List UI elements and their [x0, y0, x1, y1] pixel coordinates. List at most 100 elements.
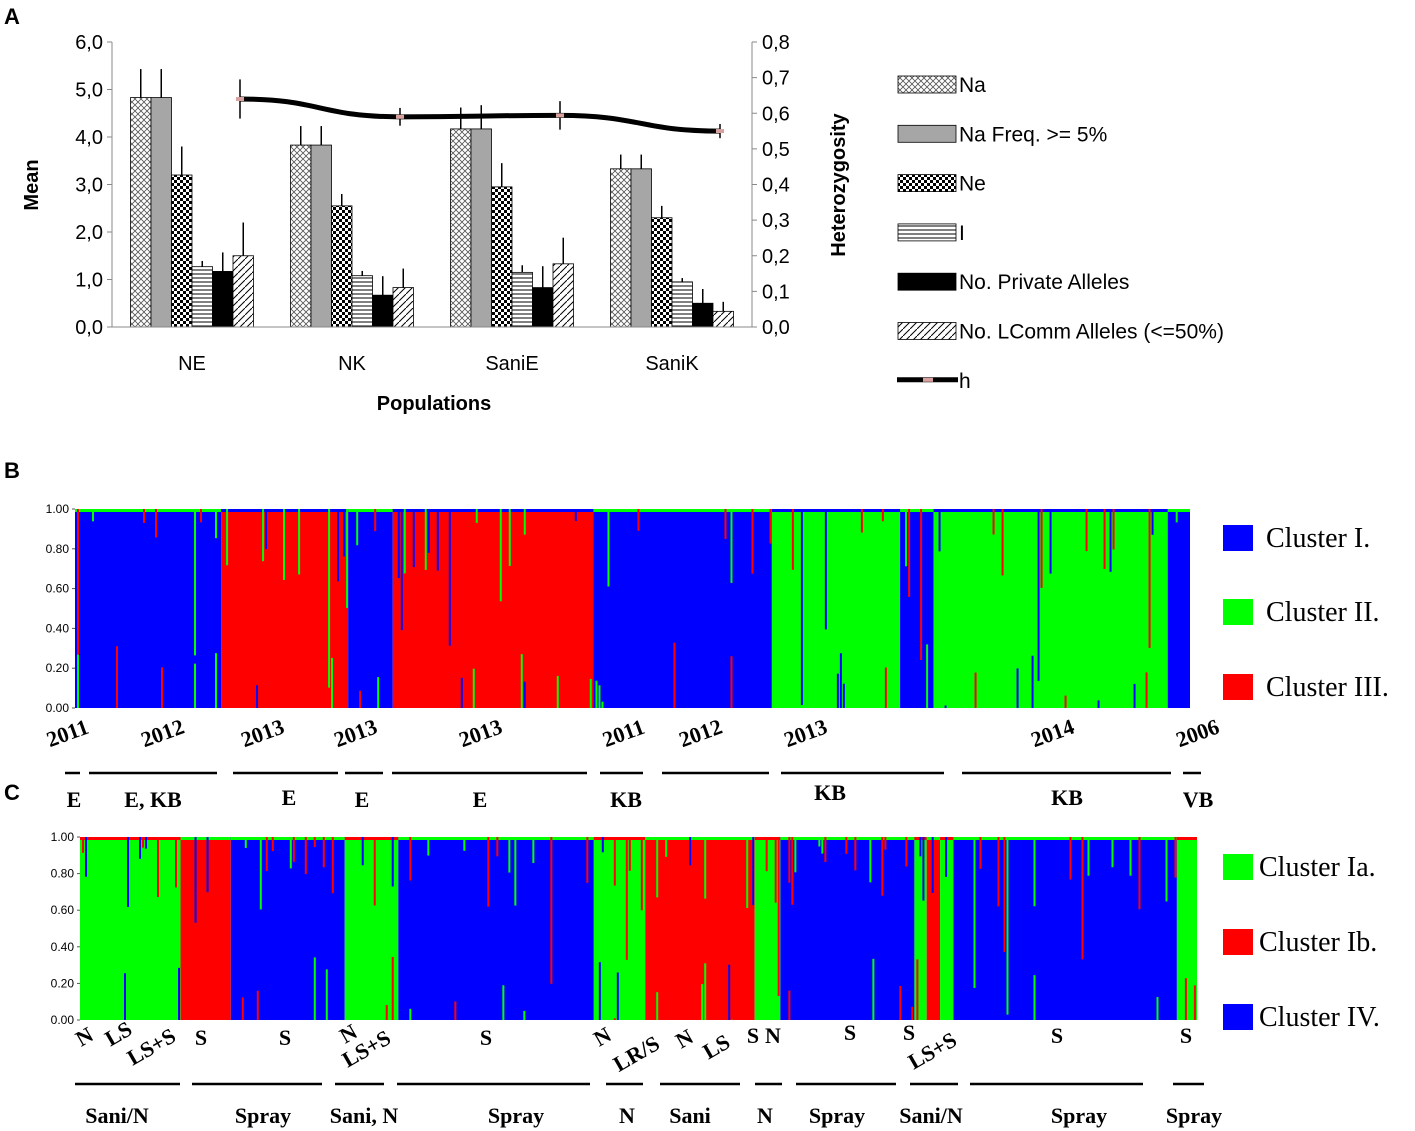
individual-admixture	[800, 509, 803, 706]
individual-admixture	[1148, 509, 1151, 648]
segment-cluster-ib	[926, 837, 941, 1020]
individual-admixture	[1064, 695, 1067, 708]
individual-admixture	[974, 672, 977, 708]
segment-cluster-ia	[1176, 837, 1197, 1020]
segment-cluster-iii	[392, 509, 594, 708]
y-tick-label: 0.40	[51, 940, 75, 954]
individual-admixture	[1081, 837, 1084, 960]
individual-admixture	[1031, 655, 1034, 708]
individual-admixture	[241, 997, 244, 1020]
group-label-e: E	[355, 787, 370, 812]
individual-admixture	[824, 509, 827, 630]
treatment-label-s: S	[844, 1020, 856, 1045]
individual-admixture	[1129, 837, 1132, 876]
legend-label-cluster-iii: Cluster III.	[1266, 672, 1389, 703]
individual-admixture	[292, 837, 295, 862]
individual-admixture	[265, 509, 268, 550]
group-label-n: N	[757, 1103, 773, 1128]
bar-no-lcomm-alleles-50-sanie	[552, 263, 574, 328]
individual-admixture	[523, 509, 526, 535]
year-label-2011: 2011	[599, 714, 648, 752]
minor-strip	[593, 837, 646, 840]
individual-admixture	[905, 837, 908, 867]
bar-no-private-alleles-sanie	[532, 287, 554, 328]
individual-admixture	[689, 837, 692, 866]
individual-admixture	[979, 837, 982, 869]
group-label-kb: KB	[1051, 785, 1083, 810]
individual-admixture	[244, 837, 247, 848]
legend-swatch-cluster-iv	[1223, 1004, 1253, 1030]
year-label-2013: 2013	[237, 714, 287, 753]
legend-label-na-freq-5: Na Freq. >= 5%	[959, 123, 1107, 146]
individual-admixture	[854, 837, 857, 871]
group-label-e-kb: E, KB	[124, 787, 182, 812]
treatment-label-s: S	[903, 1020, 915, 1045]
individual-admixture	[472, 668, 475, 708]
panel-label-a: A	[4, 4, 20, 29]
legend-label-no-private-alleles: No. Private Alleles	[959, 271, 1129, 294]
individual-admixture	[331, 837, 334, 894]
bar-no-private-alleles-sanik	[692, 302, 714, 328]
individual-admixture	[869, 837, 872, 883]
individual-admixture	[328, 509, 331, 688]
individual-admixture	[774, 837, 777, 903]
individual-admixture	[82, 837, 84, 853]
individual-admixture	[85, 837, 87, 877]
individual-admixture	[922, 837, 925, 901]
individual-admixture	[769, 509, 772, 544]
individual-admixture	[304, 837, 307, 875]
individual-admixture	[448, 509, 451, 646]
individual-admixture	[256, 685, 259, 708]
individual-admixture	[1033, 837, 1036, 907]
legend-label-cluster-iv: Cluster IV.	[1259, 1002, 1380, 1033]
h-marker	[236, 97, 244, 101]
individual-admixture	[791, 837, 794, 905]
y2-tick-label: 0,1	[762, 281, 790, 303]
legend-swatch-na-freq-5	[897, 124, 957, 143]
individual-admixture	[77, 654, 79, 708]
group-label-e: E	[473, 787, 488, 812]
bar-na-nk	[290, 144, 312, 328]
individual-admixture	[704, 963, 707, 1020]
individual-admixture	[271, 837, 274, 852]
individual-admixture	[116, 646, 118, 708]
y2-tick-label: 0,3	[762, 210, 790, 232]
individual-admixture	[836, 673, 839, 708]
individual-admixture	[884, 667, 887, 708]
treatment-label-s: S	[747, 1023, 759, 1048]
individual-admixture	[436, 509, 439, 571]
minor-strip	[75, 509, 222, 512]
y2-axis-title: Heterozygosity	[828, 112, 850, 256]
individual-admixture	[730, 656, 733, 708]
y2-tick-label: 0,6	[762, 103, 790, 125]
individual-admixture	[872, 958, 875, 1020]
year-label-2013: 2013	[330, 714, 380, 753]
group-label-kb: KB	[814, 780, 846, 805]
individual-admixture	[1138, 837, 1141, 910]
y-tick-label: 0.80	[46, 542, 70, 556]
group-label-spray: Spray	[235, 1103, 291, 1128]
individual-admixture	[1037, 509, 1040, 681]
individual-admixture	[637, 509, 640, 531]
individual-admixture	[613, 1018, 616, 1020]
bar-no-lcomm-alleles-50-nk	[392, 287, 414, 328]
individual-admixture	[1001, 509, 1004, 576]
bar-i-ne	[191, 266, 213, 328]
legend-label-cluster-ii: Cluster II.	[1266, 597, 1380, 628]
individual-admixture	[586, 837, 589, 883]
group-label-sani: Sani	[669, 1103, 711, 1128]
legend-swatch-ne	[897, 174, 957, 193]
individual-admixture	[325, 969, 328, 1020]
individual-admixture	[385, 1004, 388, 1020]
individual-admixture	[791, 509, 794, 570]
individual-admixture	[178, 967, 180, 1020]
y-tick-label: 1.00	[46, 502, 70, 516]
individual-admixture	[127, 837, 129, 907]
individual-admixture	[1109, 509, 1112, 572]
segment-cluster-i	[593, 509, 772, 708]
year-label-2014: 2014	[1027, 714, 1077, 753]
y-tick-label: 0.00	[51, 1013, 75, 1027]
y-tick-label: 5,0	[75, 80, 103, 102]
individual-admixture	[265, 837, 268, 872]
group-label-spray: Spray	[488, 1103, 544, 1128]
